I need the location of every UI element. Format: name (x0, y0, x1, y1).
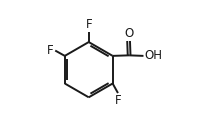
Text: O: O (124, 27, 133, 40)
Text: F: F (115, 94, 121, 107)
Text: F: F (85, 18, 92, 31)
Text: F: F (47, 43, 54, 57)
Text: OH: OH (144, 49, 162, 62)
